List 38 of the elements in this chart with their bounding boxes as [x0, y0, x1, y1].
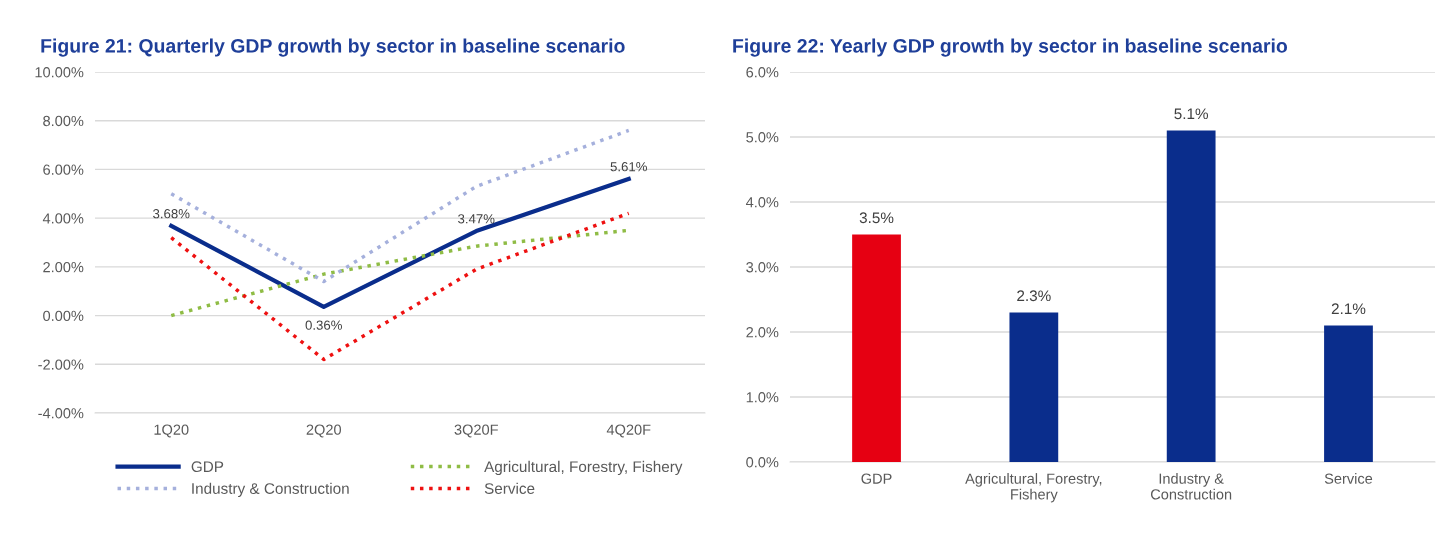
- y-tick-label: 10.00%: [35, 67, 84, 78]
- x-tick-label: 4Q20F: [606, 424, 651, 438]
- y-tick-label: 4.00%: [42, 213, 84, 224]
- data-label: 5.1%: [1174, 108, 1209, 120]
- bar: [1324, 325, 1373, 462]
- x-tick-label: 2Q20: [306, 424, 342, 438]
- data-label: 0.36%: [305, 320, 342, 330]
- y-tick-label: 2.00%: [43, 261, 84, 273]
- data-label: 3.68%: [153, 209, 190, 219]
- bar: [852, 234, 901, 462]
- y-tick-label: -4.00%: [38, 408, 84, 419]
- y-tick-label: -2.00%: [38, 359, 84, 370]
- data-label: 3.47%: [458, 214, 495, 224]
- y-tick-label: 6.00%: [43, 164, 84, 175]
- chart-title: Figure 21: Quarterly GDP growth by sector in baseline scenario: [41, 38, 625, 57]
- y-tick-label: 8.00%: [43, 115, 84, 127]
- data-label: 3.5%: [859, 212, 894, 224]
- y-tick-label: 0.0%: [746, 457, 779, 468]
- y-tick-label: 5.0%: [746, 132, 779, 143]
- x-tick-label: Industry & Construction: [1150, 473, 1232, 500]
- bar: [1009, 312, 1059, 462]
- y-tick-label: 4.0%: [745, 197, 779, 208]
- y-tick-label: 1.0%: [746, 392, 779, 403]
- data-label: 2.3%: [1017, 290, 1051, 302]
- data-label: 5.61%: [610, 162, 647, 172]
- x-tick-label: 1Q20: [154, 424, 189, 438]
- data-label: 2.1%: [1331, 303, 1366, 315]
- bar: [1166, 130, 1216, 462]
- x-tick-label: 3Q20F: [454, 424, 498, 438]
- x-tick-label: Service: [1324, 473, 1373, 484]
- x-tick-label: Agricultural, Forestry, Fishery: [965, 473, 1102, 503]
- legend-label: GDP: [191, 461, 224, 473]
- y-tick-label: 6.0%: [746, 67, 779, 78]
- y-tick-label: 2.0%: [746, 327, 779, 338]
- y-tick-label: 0.00%: [43, 310, 84, 321]
- chart-title: Figure 22: Yearly GDP growth by sector in baseline scenario: [733, 38, 1288, 57]
- x-tick-label: GDP: [861, 473, 892, 484]
- y-tick-label: 3.0%: [746, 262, 779, 273]
